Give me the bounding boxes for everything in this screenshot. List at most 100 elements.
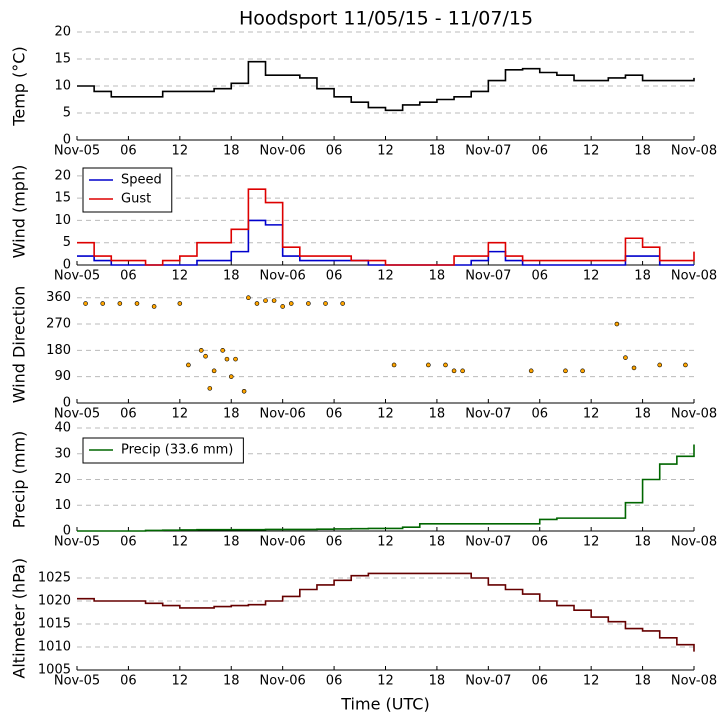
series-line bbox=[77, 572, 695, 652]
x-tick-label: Nov-08 bbox=[671, 144, 717, 159]
x-tick-label: 06 bbox=[120, 535, 137, 550]
x-tick-label: 18 bbox=[429, 407, 446, 422]
chart-title: Hoodsport 11/05/15 - 11/07/15 bbox=[239, 8, 533, 30]
y-tick-label: 15 bbox=[54, 52, 71, 67]
y-tick-label: 30 bbox=[54, 446, 71, 461]
point bbox=[614, 321, 620, 327]
x-tick-label: 12 bbox=[172, 407, 189, 422]
y-axis-label: Wind (mph) bbox=[10, 165, 29, 259]
y-tick-label: 20 bbox=[54, 168, 71, 183]
point bbox=[288, 301, 294, 306]
x-tick-label: 06 bbox=[120, 407, 137, 422]
x-tick-label: 12 bbox=[172, 535, 189, 550]
x-tick-label: Nov-07 bbox=[465, 407, 511, 422]
y-tick-label: 180 bbox=[46, 343, 71, 358]
y-tick-label: 1005 bbox=[38, 663, 71, 678]
x-tick-label: 18 bbox=[223, 674, 240, 689]
x-tick-label: 18 bbox=[429, 269, 446, 284]
point bbox=[528, 368, 534, 374]
y-tick-label: 0 bbox=[63, 396, 71, 411]
point bbox=[207, 386, 213, 391]
legend-label: Gust bbox=[121, 192, 151, 207]
x-tick-label: Nov-08 bbox=[671, 674, 717, 689]
point bbox=[151, 304, 157, 309]
point bbox=[340, 301, 345, 306]
y-tick-label: 360 bbox=[46, 290, 71, 305]
point bbox=[657, 362, 663, 368]
point bbox=[631, 365, 637, 371]
point bbox=[203, 353, 208, 359]
y-tick-label: 0 bbox=[63, 524, 71, 539]
point bbox=[100, 301, 106, 306]
point bbox=[134, 301, 140, 306]
y-axis-label: Temp (°C) bbox=[10, 46, 29, 126]
x-tick-label: 12 bbox=[172, 269, 189, 284]
y-axis-label: Precip (mm) bbox=[10, 431, 29, 529]
x-tick-label: 12 bbox=[377, 407, 394, 422]
point bbox=[683, 362, 688, 368]
point bbox=[391, 362, 397, 368]
y-tick-label: 10 bbox=[54, 79, 71, 94]
y-tick-label: 40 bbox=[54, 421, 71, 436]
series-line bbox=[77, 188, 695, 266]
y-tick-label: 0 bbox=[63, 258, 71, 273]
x-tick-label: 06 bbox=[326, 407, 343, 422]
x-tick-label: 06 bbox=[120, 269, 137, 284]
legend: Precip (33.6 mm) bbox=[82, 437, 244, 464]
point bbox=[233, 356, 238, 362]
point bbox=[323, 301, 328, 306]
legend-label: Precip (33.6 mm) bbox=[121, 443, 233, 458]
point bbox=[623, 355, 628, 360]
series-line bbox=[77, 219, 694, 266]
x-tick-label: 18 bbox=[223, 407, 240, 422]
x-tick-label: 18 bbox=[223, 269, 240, 284]
x-tick-label: Nov-07 bbox=[465, 144, 511, 159]
point bbox=[83, 301, 88, 306]
x-tick-label: 06 bbox=[531, 535, 548, 550]
x-tick-label: 12 bbox=[583, 535, 600, 550]
series-line bbox=[77, 444, 695, 532]
point bbox=[460, 368, 465, 374]
x-tick-label: 06 bbox=[326, 269, 343, 284]
point bbox=[254, 301, 260, 306]
x-tick-label: 06 bbox=[120, 144, 137, 159]
y-tick-label: 1015 bbox=[38, 617, 71, 632]
y-tick-label: 270 bbox=[46, 317, 71, 332]
x-tick-label: 12 bbox=[583, 269, 600, 284]
point bbox=[117, 301, 123, 306]
y-tick-label: 0 bbox=[63, 133, 71, 148]
legend-box bbox=[82, 167, 173, 213]
x-tick-label: 18 bbox=[634, 269, 651, 284]
x-tick-label: Nov-06 bbox=[260, 144, 306, 159]
x-tick-label: 06 bbox=[531, 674, 548, 689]
x-tick-label: 06 bbox=[326, 144, 343, 159]
point bbox=[228, 374, 234, 379]
point bbox=[186, 362, 191, 368]
x-axis-label: Time (UTC) bbox=[340, 695, 429, 714]
x-tick-label: Nov-06 bbox=[260, 407, 306, 422]
point bbox=[280, 304, 285, 309]
point bbox=[198, 348, 204, 353]
x-tick-label: 18 bbox=[429, 535, 446, 550]
x-tick-label: 06 bbox=[531, 144, 548, 159]
x-tick-label: 18 bbox=[634, 535, 651, 550]
x-tick-label: 12 bbox=[583, 674, 600, 689]
y-tick-label: 15 bbox=[54, 191, 71, 206]
y-tick-label: 10 bbox=[54, 498, 71, 513]
x-tick-label: 18 bbox=[634, 407, 651, 422]
x-tick-label: Nov-05 bbox=[54, 535, 100, 550]
point bbox=[246, 295, 251, 301]
point bbox=[220, 348, 225, 353]
x-tick-label: 12 bbox=[377, 674, 394, 689]
y-tick-label: 20 bbox=[54, 472, 71, 487]
point bbox=[271, 298, 277, 303]
point bbox=[224, 356, 230, 362]
y-tick-label: 5 bbox=[63, 106, 71, 121]
x-tick-label: 06 bbox=[531, 269, 548, 284]
point bbox=[451, 368, 457, 374]
x-tick-label: 12 bbox=[172, 674, 189, 689]
x-tick-label: Nov-08 bbox=[671, 535, 717, 550]
point bbox=[306, 301, 311, 306]
x-tick-label: 18 bbox=[223, 144, 240, 159]
